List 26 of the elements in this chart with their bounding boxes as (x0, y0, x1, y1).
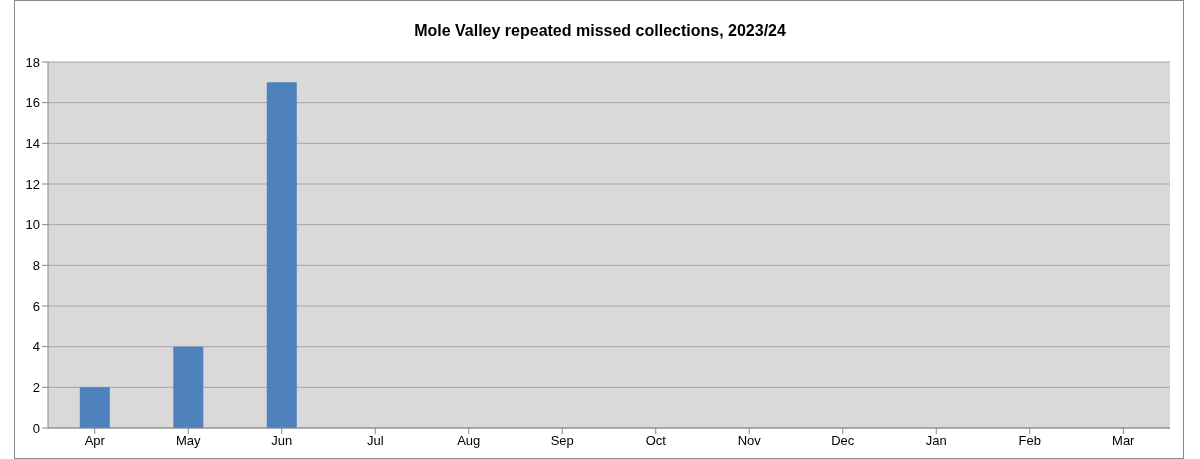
x-tick-label: Jul (366, 433, 384, 449)
y-tick-label: 8 (32, 257, 40, 273)
bar (173, 346, 204, 428)
x-tick-label: May (175, 433, 202, 449)
x-tick-label: Aug (457, 433, 481, 449)
x-tick-label: Sep (550, 433, 574, 449)
y-tick-label: 4 (32, 339, 40, 355)
x-tick-label: Oct (645, 433, 667, 449)
chart-title: Mole Valley repeated missed collections, 2023/24 (413, 22, 787, 40)
y-tick-label: 14 (25, 135, 40, 151)
x-tick-label: Jun (271, 433, 293, 449)
y-tick-label: 12 (25, 176, 40, 192)
y-tick-label: 0 (32, 420, 40, 436)
y-tick-label: 2 (32, 379, 40, 395)
y-tick-label: 6 (32, 298, 40, 314)
x-tick-label: Apr (84, 433, 106, 449)
x-tick-label: Nov (737, 433, 762, 449)
x-tick-label: Mar (1112, 433, 1136, 449)
bar (266, 82, 297, 428)
y-tick-label: 18 (25, 54, 40, 70)
x-tick-label: Feb (1018, 433, 1041, 449)
y-tick-label: 10 (25, 217, 40, 233)
x-tick-label: Dec (831, 433, 855, 449)
y-tick-label: 16 (25, 95, 40, 111)
bar (79, 387, 110, 428)
x-tick-label: Jan (925, 433, 947, 449)
